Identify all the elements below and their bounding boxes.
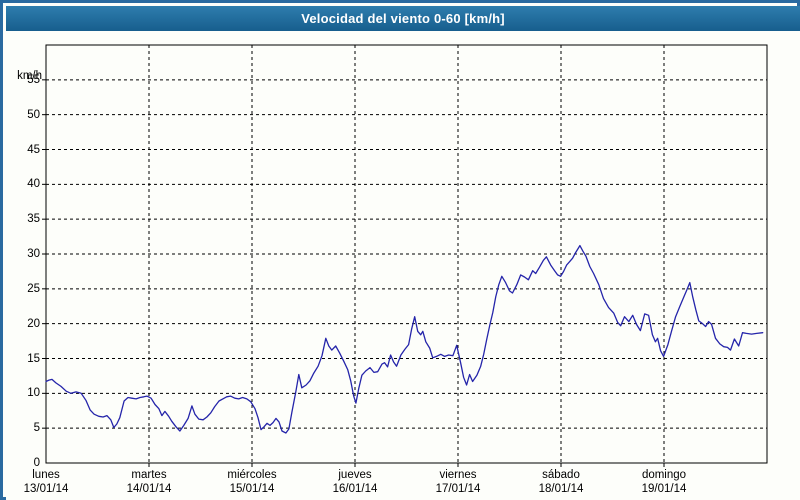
x-day-label-jueves: jueves	[338, 469, 372, 481]
y-axis-label-15: 15	[27, 352, 40, 365]
y-axis-label-50: 50	[27, 108, 40, 121]
y-axis-label-10: 10	[27, 387, 40, 400]
plot-canvas	[42, 44, 768, 467]
y-axis-label-55: 55	[27, 73, 40, 86]
x-day-label-sábado: sábado	[542, 469, 580, 481]
plot-border	[45, 44, 768, 464]
x-date-label-18/01/14: 18/01/14	[538, 483, 584, 495]
chart-title: Velocidad del viento 0-60 [km/h]	[301, 11, 505, 26]
x-date-label-16/01/14: 16/01/14	[332, 483, 378, 495]
y-axis-label-35: 35	[27, 213, 40, 226]
y-axis-unit-label: km/h	[17, 70, 42, 82]
y-axis-label-5: 5	[33, 422, 40, 435]
x-day-label-martes: martes	[131, 469, 167, 481]
y-axis-label-25: 25	[27, 282, 40, 295]
window-titlebar: Velocidad del viento 0-60 [km/h]	[6, 6, 800, 31]
x-date-label-13/01/14: 13/01/14	[23, 483, 69, 495]
y-axis-label-0: 0	[33, 457, 40, 469]
x-date-label-14/01/14: 14/01/14	[126, 483, 172, 495]
x-date-label-15/01/14: 15/01/14	[229, 483, 275, 495]
x-day-label-miércoles: miércoles	[227, 469, 277, 481]
y-axis-label-40: 40	[27, 178, 40, 191]
x-day-label-domingo: domingo	[641, 469, 687, 481]
wind-speed-chart: km/h 0 5 10 15 20 25 30 35 40 45 50 55 lunes 13/01/1…	[6, 31, 800, 500]
y-axis-label-30: 30	[27, 248, 40, 260]
y-axis-label-20: 20	[27, 317, 40, 330]
wind-speed-line	[45, 244, 764, 434]
y-axis-label-45: 45	[27, 143, 40, 156]
x-date-label-17/01/14: 17/01/14	[435, 483, 481, 495]
x-day-label-viernes: viernes	[439, 469, 477, 481]
x-date-label-19/01/14: 19/01/14	[641, 483, 687, 495]
x-day-label-lunes: lunes	[32, 469, 60, 481]
